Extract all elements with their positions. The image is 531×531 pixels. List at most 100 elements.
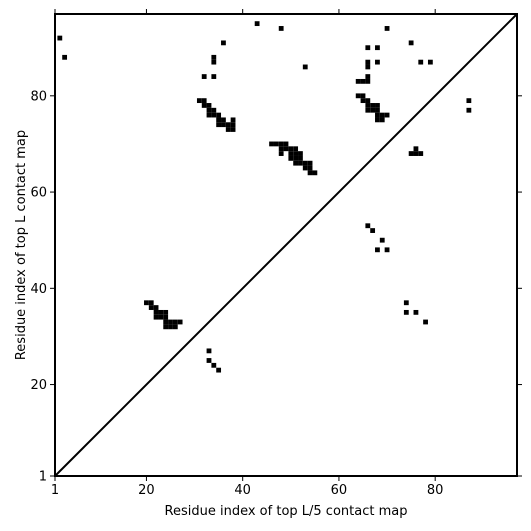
contact-point-upper: [211, 59, 217, 65]
contact-point-upper: [360, 93, 366, 99]
contact-point-upper: [298, 155, 303, 161]
contact-point-upper: [196, 98, 202, 104]
contact-point-lower: [172, 324, 178, 330]
contact-point-upper: [278, 146, 284, 152]
contact-point-lower: [177, 319, 183, 325]
contact-point-upper: [221, 122, 226, 128]
contact-point-upper: [206, 112, 212, 118]
contact-point-upper: [221, 40, 226, 46]
contact-points-layer: [57, 21, 472, 373]
contact-point-lower: [163, 314, 169, 320]
contact-point-upper: [365, 78, 371, 84]
contact-point-lower: [172, 319, 178, 325]
y-tick-label: 80: [30, 89, 47, 104]
x-tick-label: 1: [51, 483, 59, 498]
plot-frame: [54, 13, 518, 477]
contact-point-upper: [413, 146, 419, 152]
contact-point-upper: [273, 141, 279, 147]
contact-point-upper: [293, 146, 299, 152]
contact-point-upper: [298, 160, 303, 166]
contact-point-upper: [379, 112, 385, 118]
contact-point-upper: [283, 146, 289, 152]
contact-point-lower: [379, 237, 385, 243]
contact-point-lower: [211, 362, 217, 368]
contact-point-upper: [288, 151, 294, 156]
contact-point-lower: [403, 300, 409, 306]
contact-point-upper: [201, 103, 207, 108]
contact-point-upper: [408, 151, 414, 156]
contact-point-upper: [375, 103, 380, 108]
contact-point-upper: [302, 160, 308, 166]
contact-point-upper: [293, 160, 299, 166]
contact-point-upper: [201, 98, 207, 104]
contact-point-upper: [206, 103, 212, 108]
y-axis-ticks: 1 20 40 60 80: [30, 89, 522, 485]
contact-point-upper: [307, 170, 313, 176]
y-tick-label: 40: [30, 282, 47, 297]
contact-point-lower: [384, 247, 390, 253]
y-tick-label: 1: [39, 470, 47, 485]
contact-point-upper: [62, 54, 68, 60]
contact-point-upper: [418, 151, 424, 156]
contact-point-upper: [360, 78, 366, 84]
contact-point-upper: [307, 160, 313, 166]
contact-point-lower: [148, 300, 154, 306]
contact-point-upper: [230, 127, 236, 132]
contact-point-upper: [293, 151, 299, 156]
contact-point-lower: [158, 314, 164, 320]
contact-point-upper: [216, 122, 222, 128]
contact-point-upper: [365, 45, 371, 51]
contact-point-upper: [365, 74, 371, 79]
contact-point-upper: [278, 26, 284, 31]
contact-point-upper: [216, 112, 222, 118]
contact-point-upper: [57, 35, 63, 41]
contact-point-upper: [206, 107, 212, 113]
contact-point-upper: [230, 117, 236, 123]
contact-point-upper: [312, 170, 318, 176]
contact-point-lower: [153, 305, 159, 310]
contact-point-upper: [365, 59, 371, 65]
contact-point-lower: [370, 228, 376, 233]
contact-point-upper: [413, 151, 419, 156]
contact-point-lower: [163, 319, 169, 325]
contact-point-upper: [269, 141, 274, 147]
contact-point-upper: [278, 151, 284, 156]
y-tick-label: 20: [30, 378, 47, 393]
contact-point-lower: [144, 300, 149, 306]
contact-point-lower: [206, 348, 212, 354]
contact-point-upper: [293, 155, 299, 161]
x-axis-ticks: 1 20 40 60 80: [51, 9, 444, 498]
x-tick-label: 80: [427, 483, 444, 498]
contact-point-upper: [230, 122, 236, 128]
contact-point-lower: [168, 324, 173, 330]
contact-point-upper: [302, 64, 308, 70]
contact-point-upper: [355, 78, 361, 84]
contact-point-upper: [384, 26, 390, 31]
contact-point-lower: [163, 309, 169, 315]
contact-point-upper: [254, 21, 260, 27]
contact-point-upper: [375, 117, 380, 123]
contact-point-upper: [427, 59, 433, 65]
contact-point-lower: [375, 247, 380, 253]
diagonal-line: [54, 13, 518, 477]
contact-point-upper: [365, 98, 371, 104]
contact-point-upper: [225, 127, 231, 132]
contact-point-lower: [148, 305, 154, 310]
contact-point-upper: [360, 98, 366, 104]
contact-point-upper: [288, 155, 294, 161]
contact-point-lower: [216, 367, 222, 373]
x-tick-label: 20: [138, 483, 155, 498]
x-tick-label: 60: [331, 483, 348, 498]
contact-point-upper: [211, 54, 217, 60]
x-axis-label: Residue index of top L/5 contact map: [165, 504, 408, 519]
contact-point-upper: [298, 151, 303, 156]
contact-point-upper: [379, 117, 385, 123]
contact-point-upper: [278, 141, 284, 147]
contact-point-upper: [370, 107, 376, 113]
contact-point-lower: [365, 223, 371, 229]
contact-point-upper: [283, 141, 289, 147]
contact-point-upper: [211, 107, 217, 113]
y-axis-label: Residue index of top L contact map: [14, 130, 29, 360]
contact-point-upper: [221, 117, 226, 123]
